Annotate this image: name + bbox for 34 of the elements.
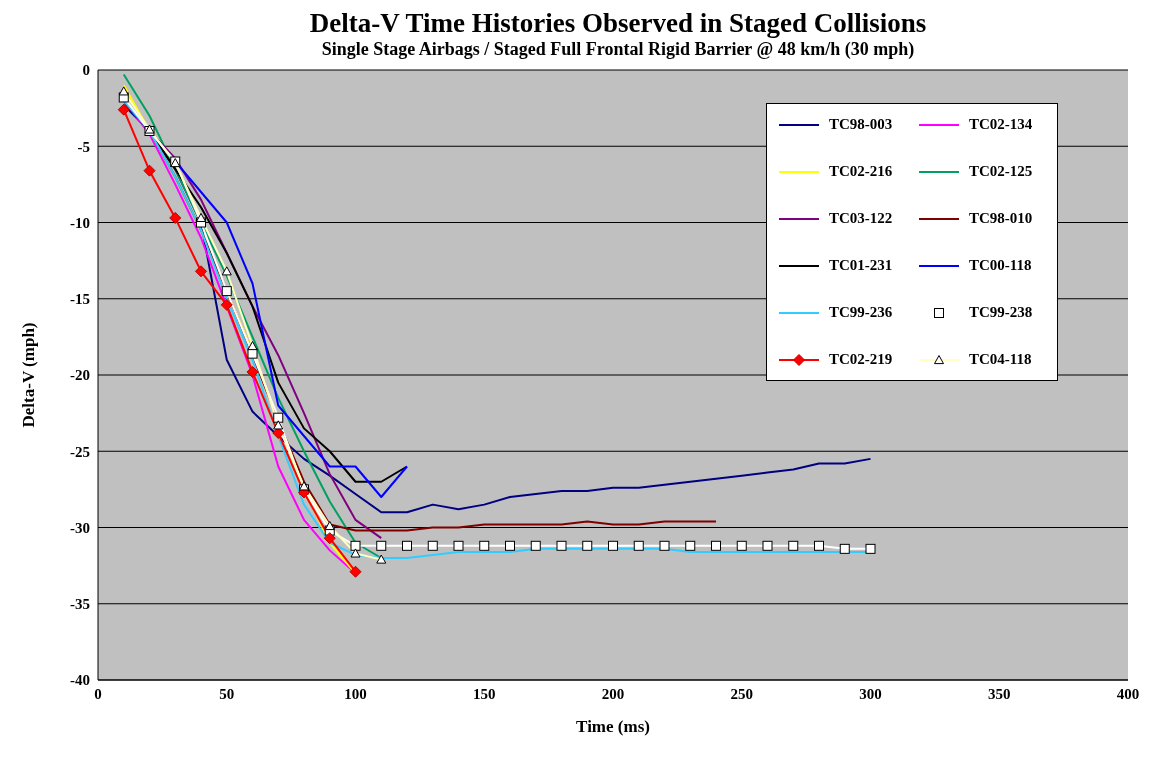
legend-label: TC01-231 <box>829 257 893 274</box>
x-tick-label: 300 <box>859 685 882 702</box>
x-tick-label: 50 <box>219 685 235 702</box>
x-tick-label: 150 <box>473 685 496 702</box>
y-tick-label: 0 <box>82 62 90 79</box>
y-tick-label: -20 <box>70 367 90 384</box>
legend-label: TC99-238 <box>969 304 1033 321</box>
y-tick-label: -30 <box>70 519 90 536</box>
legend-label: TC99-236 <box>829 304 893 321</box>
legend-label: TC02-134 <box>969 116 1033 133</box>
legend-label: TC02-125 <box>969 163 1033 180</box>
legend-label: TC02-219 <box>829 351 893 368</box>
y-tick-label: -10 <box>70 214 90 231</box>
x-axis-title: Time (ms) <box>576 717 650 736</box>
x-tick-label: 100 <box>344 685 367 702</box>
y-tick-label: -40 <box>70 672 90 689</box>
chart-title: Delta-V Time Histories Observed in Staged Collisions <box>308 8 928 38</box>
x-tick-label: 350 <box>988 685 1011 702</box>
y-tick-label: -5 <box>77 138 90 155</box>
legend-label: TC98-003 <box>829 116 893 133</box>
legend-label: TC03-122 <box>829 210 893 227</box>
x-tick-label: 200 <box>601 685 625 702</box>
x-tick-label: 0 <box>94 685 102 702</box>
x-tick-label: 400 <box>1116 685 1140 702</box>
legend-label: TC02-216 <box>829 163 893 180</box>
y-tick-label: -25 <box>70 443 90 460</box>
legend-label: TC04-118 <box>969 351 1032 368</box>
legend-label: TC98-010 <box>969 210 1033 227</box>
legend-label: TC00-118 <box>969 257 1032 274</box>
x-tick-label: 250 <box>730 685 753 702</box>
y-tick-label: -35 <box>70 596 90 613</box>
chart-subtitle: Single Stage Airbags / Staged Full Frontal Rigid Barrier @ 48 km/h (30 mph) <box>320 38 916 60</box>
y-tick-label: -15 <box>70 291 90 308</box>
y-axis-title: Delta-V (mph) <box>19 322 39 428</box>
